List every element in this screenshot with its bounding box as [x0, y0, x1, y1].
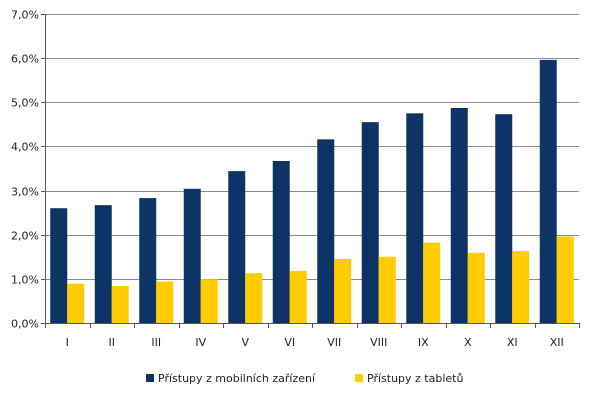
- bars: [50, 59, 574, 324]
- bar-tablet-VII: [334, 258, 352, 323]
- y-tick-label: 2,0%: [11, 230, 39, 243]
- y-tick-label: 0,0%: [11, 318, 39, 331]
- x-tick-label: IV: [195, 336, 206, 349]
- bar-mobile-XII: [539, 59, 557, 324]
- bar-mobile-VIII: [361, 122, 379, 324]
- bar-mobile-III: [139, 198, 157, 323]
- x-tick-label: X: [464, 336, 472, 349]
- bar-tablet-III: [156, 281, 174, 323]
- bar-mobile-I: [50, 208, 68, 323]
- x-tick-label: VI: [284, 336, 295, 349]
- bar-mobile-IX: [406, 113, 424, 323]
- bar-tablet-IV: [200, 279, 218, 323]
- bar-mobile-II: [94, 205, 112, 323]
- bar-tablet-V: [245, 273, 263, 323]
- bar-mobile-VII: [317, 139, 335, 323]
- bar-tablet-XI: [512, 251, 530, 323]
- bar-mobile-XI: [495, 114, 513, 323]
- bar-tablet-XII: [556, 236, 574, 323]
- y-tick-label: 4,0%: [11, 141, 39, 154]
- grid-lines: [45, 14, 579, 280]
- legend-label-tablet: Přístupy z tabletů: [367, 372, 463, 385]
- x-tick-label: III: [151, 336, 161, 349]
- bar-tablet-I: [67, 283, 85, 323]
- bar-tablet-VI: [289, 270, 307, 323]
- bar-tablet-X: [467, 252, 485, 323]
- x-tick-label: VIII: [370, 336, 387, 349]
- bar-mobile-IV: [183, 188, 201, 323]
- y-tick-label: 1,0%: [11, 274, 39, 287]
- legend-label-mobile: Přístupy z mobilních zařízení: [158, 372, 316, 385]
- x-tick-label: XI: [507, 336, 518, 349]
- bar-mobile-V: [228, 171, 246, 323]
- x-tick-label: I: [66, 336, 69, 349]
- x-tick-label: IX: [418, 336, 429, 349]
- y-tick-label: 6,0%: [11, 53, 39, 66]
- legend-swatch-tablet: [355, 374, 363, 382]
- x-axis-tick-labels: I II III IV V VI VII VIII IX X XI XII: [45, 323, 580, 349]
- x-tick-label: V: [241, 336, 249, 349]
- x-tick-label: XII: [550, 336, 564, 349]
- y-tick-label: 5,0%: [11, 97, 39, 110]
- legend: Přístupy z mobilních zařízení Přístupy z…: [146, 372, 463, 385]
- bar-tablet-II: [111, 285, 129, 323]
- bar-mobile-X: [450, 108, 468, 323]
- x-tick-label: II: [109, 336, 116, 349]
- x-tick-label: VII: [327, 336, 341, 349]
- y-tick-label: 7,0%: [11, 9, 39, 22]
- legend-swatch-mobile: [146, 374, 154, 382]
- bar-tablet-VIII: [378, 256, 396, 323]
- bar-mobile-VI: [272, 160, 290, 323]
- y-axis-tick-labels: 0,0% 1,0% 2,0% 3,0% 4,0% 5,0% 6,0% 7,0%: [11, 9, 45, 331]
- bar-tablet-IX: [423, 242, 441, 323]
- y-tick-label: 3,0%: [11, 186, 39, 199]
